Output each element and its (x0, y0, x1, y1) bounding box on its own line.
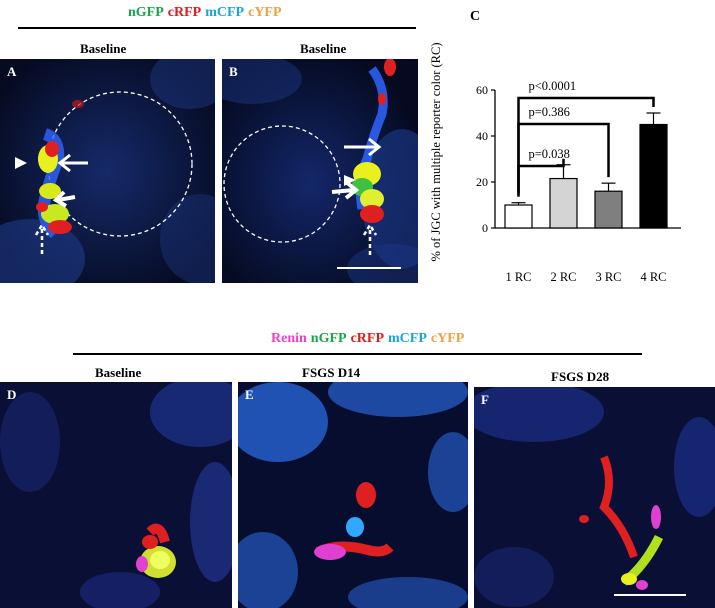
scale-bar-b (337, 267, 401, 269)
y-tick-label: 60 (476, 83, 488, 97)
x-tick-label: 1 RC (505, 270, 531, 284)
scale-bar-f (614, 594, 686, 596)
micrograph-panel-e: E (238, 382, 468, 608)
x-tick-label: 4 RC (640, 270, 666, 284)
bottom-legend-item-mcfp: mCFP (388, 331, 427, 346)
bottom-legend-item-crfp: cRFP (350, 331, 385, 346)
panel-e-label: E (245, 387, 254, 402)
panel-e-title: FSGS D14 (302, 365, 361, 380)
p-value-label: p<0.0001 (529, 79, 577, 93)
panel-a-label: A (7, 64, 17, 79)
micrograph-f-image (474, 387, 715, 608)
bottom-legend-item-ngfp: nGFP (310, 331, 347, 346)
top-legend-item-crfp: cRFP (167, 5, 202, 20)
bar (549, 177, 578, 229)
micrograph-panel-d: D (0, 382, 232, 608)
panel-f-title: FSGS D28 (551, 369, 610, 384)
bottom-legend-rule (73, 353, 642, 355)
p-value-label: p=0.386 (529, 105, 570, 119)
y-tick-label: 20 (476, 175, 488, 189)
micrograph-panel-a: A (0, 59, 215, 283)
p-value-label: p=0.038 (529, 147, 570, 161)
micrograph-panel-b: B (222, 59, 418, 283)
top-legend-item-mcfp: mCFP (205, 5, 245, 20)
y-axis-label: % of JGC with multiple reporter color (R… (429, 42, 443, 261)
x-tick-label: 2 RC (550, 270, 576, 284)
bottom-legend-item-cyfp: cYFP (430, 331, 465, 346)
top-legend-item-ngfp: nGFP (128, 5, 164, 20)
micrograph-e-image (238, 382, 468, 608)
panel-b-title: Baseline (300, 41, 347, 56)
micrograph-d-image (0, 382, 232, 608)
bar (594, 190, 623, 229)
top-legend: nGFP cRFP mCFP cYFP (128, 5, 286, 21)
panel-b-label: B (229, 64, 238, 79)
y-tick-label: 0 (482, 221, 488, 235)
bar (504, 204, 533, 229)
panel-c-label: C (470, 9, 481, 24)
micrograph-b-image (222, 59, 418, 283)
bottom-legend-item-renin: Renin (271, 331, 307, 346)
panel-f-label: F (481, 392, 489, 407)
x-tick-label: 3 RC (595, 270, 621, 284)
y-tick-label: 40 (476, 129, 488, 143)
top-legend-rule (18, 27, 416, 29)
micrograph-panel-f: F (474, 387, 715, 608)
micrograph-a-image (0, 59, 215, 283)
panel-d-label: D (7, 387, 17, 402)
significance-bracket (517, 96, 655, 193)
top-legend-item-cyfp: cYFP (248, 5, 282, 20)
panel-d-title: Baseline (95, 365, 142, 380)
bar-chart: 0 20 40 60 % of JGC with multiple reporter c… (429, 42, 681, 284)
panel-a-title: Baseline (80, 41, 127, 56)
bottom-legend: Renin nGFP cRFP mCFP cYFP (271, 331, 468, 347)
bar (639, 123, 668, 229)
